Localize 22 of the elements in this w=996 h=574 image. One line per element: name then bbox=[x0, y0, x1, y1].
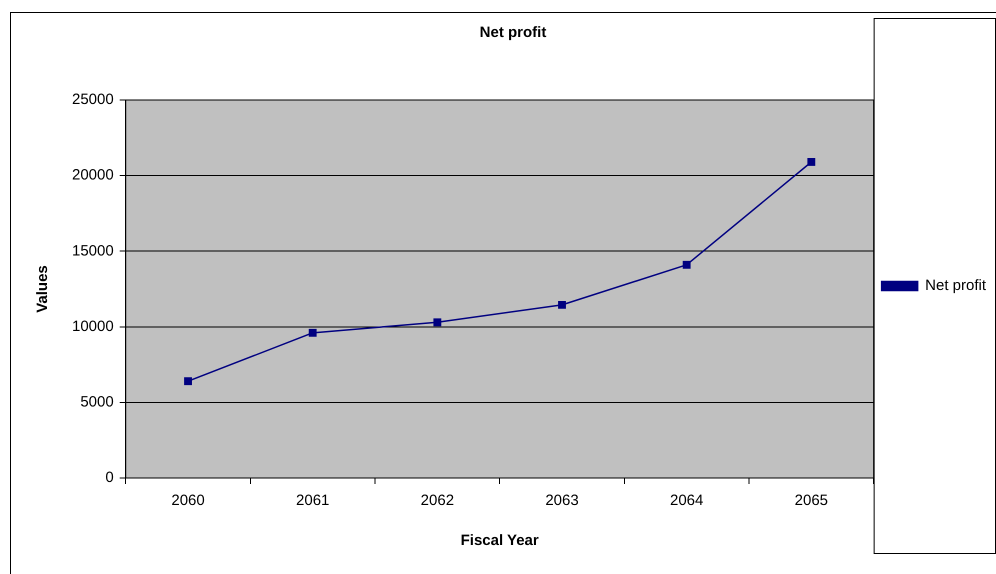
legend-label: Net profit bbox=[925, 277, 987, 294]
x-tick-label: 2063 bbox=[545, 492, 579, 510]
point bbox=[807, 158, 816, 166]
y-tick-label: 25000 bbox=[72, 91, 114, 108]
x-tick-label: 2060 bbox=[171, 492, 205, 510]
point bbox=[682, 260, 691, 269]
chart-title: Net profit bbox=[480, 24, 546, 42]
y-tick-label: 15000 bbox=[72, 242, 114, 260]
point bbox=[308, 328, 317, 337]
x-tick-label: 2062 bbox=[420, 492, 454, 510]
point bbox=[433, 318, 442, 326]
y-tick-label: 20000 bbox=[72, 166, 114, 184]
y-tick-label: 0 bbox=[105, 469, 114, 486]
y-axis-title: Values bbox=[34, 265, 52, 313]
point bbox=[558, 300, 566, 309]
x-tick-label: 2065 bbox=[794, 492, 828, 510]
x-tick-label: 2064 bbox=[670, 492, 704, 510]
point bbox=[184, 377, 192, 386]
x-axis-title: Fiscal Year bbox=[460, 532, 539, 550]
y-tick-label: 5000 bbox=[80, 394, 114, 411]
x-tick-label: 2061 bbox=[296, 492, 330, 510]
y-tick-label: 10000 bbox=[72, 318, 114, 335]
